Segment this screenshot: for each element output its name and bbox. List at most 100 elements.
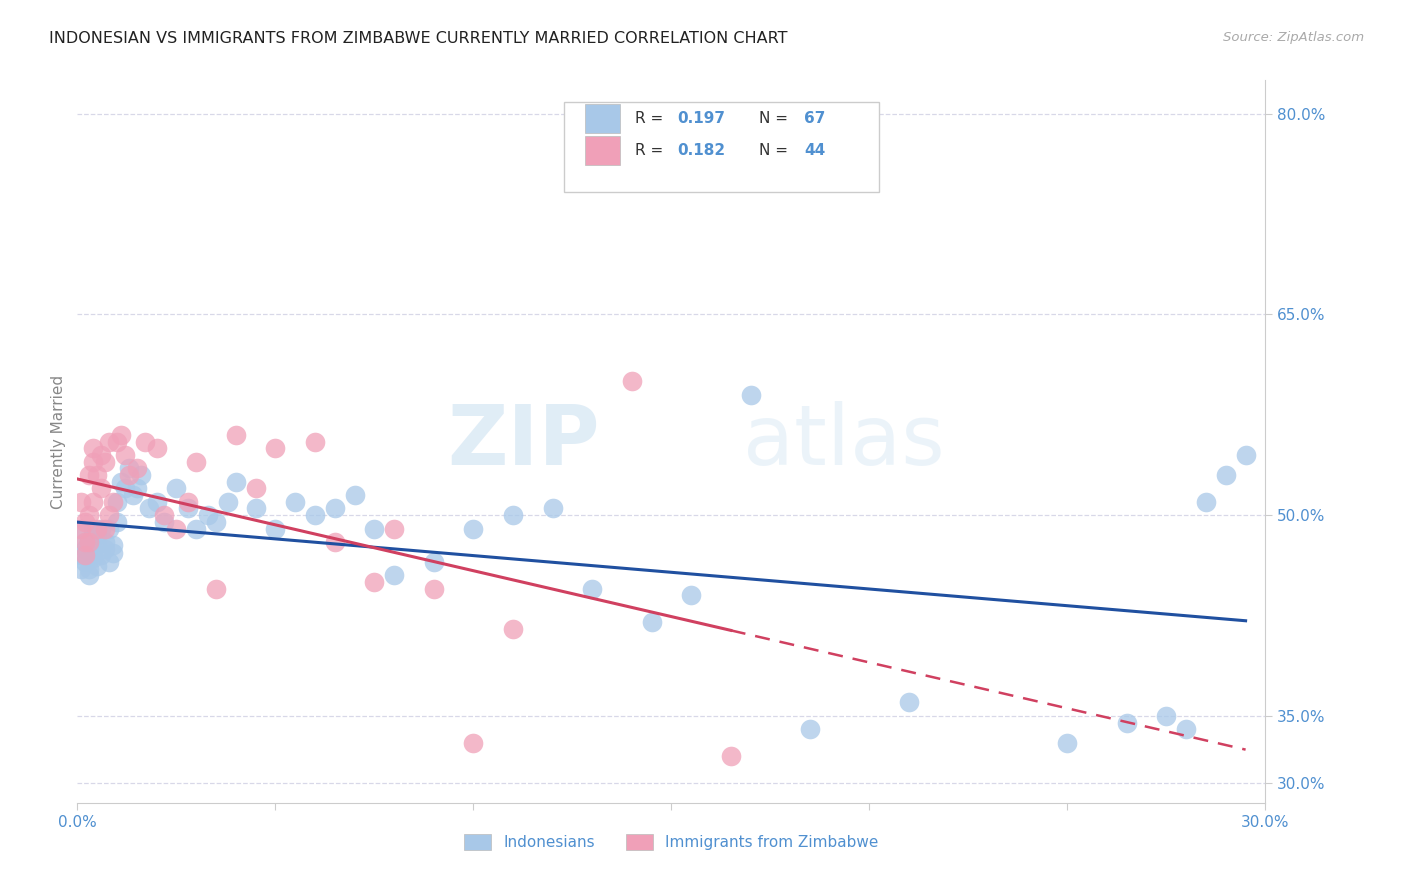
Point <box>264 441 287 455</box>
Point <box>70 521 93 535</box>
Point <box>70 562 93 576</box>
Point <box>125 482 148 496</box>
Point <box>110 427 132 442</box>
Point <box>86 558 108 573</box>
Point <box>1175 723 1198 737</box>
FancyBboxPatch shape <box>564 102 879 193</box>
Point <box>77 534 100 549</box>
Legend: Indonesians, Immigrants from Zimbabwe: Indonesians, Immigrants from Zimbabwe <box>458 829 884 856</box>
Point <box>101 494 124 508</box>
Point <box>98 508 121 523</box>
Point <box>105 434 128 449</box>
Point <box>205 515 228 529</box>
Point <box>153 508 176 523</box>
Text: N =: N = <box>759 143 793 158</box>
Point <box>86 537 108 551</box>
Point <box>284 494 307 508</box>
Point <box>129 467 152 482</box>
Text: 44: 44 <box>804 143 825 158</box>
Text: N =: N = <box>759 112 793 126</box>
Text: ZIP: ZIP <box>447 401 600 482</box>
Point <box>423 555 446 569</box>
Text: atlas: atlas <box>742 401 945 482</box>
Text: Source: ZipAtlas.com: Source: ZipAtlas.com <box>1223 31 1364 45</box>
Point <box>75 534 97 549</box>
Point <box>82 454 104 468</box>
Point <box>799 723 821 737</box>
Point <box>82 441 104 455</box>
Point <box>186 521 208 535</box>
Point <box>1156 708 1178 723</box>
Point <box>323 534 346 549</box>
Point <box>77 562 100 576</box>
Point <box>77 548 100 563</box>
Point <box>94 541 117 556</box>
Point <box>77 534 100 549</box>
Point <box>186 454 208 468</box>
Point <box>304 434 326 449</box>
Text: 0.197: 0.197 <box>678 112 725 126</box>
Bar <box>585 104 620 133</box>
Point <box>75 541 97 556</box>
Point <box>363 574 385 589</box>
Point <box>77 467 100 482</box>
Point <box>145 441 167 455</box>
Point <box>82 546 104 560</box>
Point <box>541 501 564 516</box>
Point <box>620 375 643 389</box>
Point <box>101 546 124 560</box>
Point <box>86 521 108 535</box>
Point <box>98 434 121 449</box>
Text: 67: 67 <box>804 112 825 126</box>
Point <box>75 555 97 569</box>
Point <box>1056 735 1078 749</box>
Point <box>177 501 200 516</box>
Text: R =: R = <box>634 112 668 126</box>
Point <box>197 508 219 523</box>
Point <box>82 521 104 535</box>
Point <box>86 528 108 542</box>
Y-axis label: Currently Married: Currently Married <box>51 375 66 508</box>
Text: 0.182: 0.182 <box>678 143 725 158</box>
Point <box>463 735 485 749</box>
Point <box>82 494 104 508</box>
Point <box>304 508 326 523</box>
Point <box>382 568 405 582</box>
Point <box>70 494 93 508</box>
Point <box>77 508 100 523</box>
Point <box>177 494 200 508</box>
Point <box>225 475 247 489</box>
Point <box>740 387 762 401</box>
Point <box>114 448 136 462</box>
Point <box>90 482 112 496</box>
Point <box>363 521 385 535</box>
Point <box>343 488 366 502</box>
Point <box>118 467 141 482</box>
Point <box>640 615 662 630</box>
Point <box>94 534 117 549</box>
Point <box>581 582 603 596</box>
Point <box>423 582 446 596</box>
Point <box>681 589 703 603</box>
Point <box>153 515 176 529</box>
Point <box>225 427 247 442</box>
Point <box>138 501 160 516</box>
Point <box>1215 467 1237 482</box>
Point <box>75 548 97 563</box>
Point <box>114 482 136 496</box>
Point <box>125 461 148 475</box>
Point <box>382 521 405 535</box>
Point <box>245 501 267 516</box>
Point <box>217 494 239 508</box>
Point <box>110 475 132 489</box>
Point <box>502 622 524 636</box>
Point <box>720 748 742 763</box>
Point <box>898 696 921 710</box>
Bar <box>585 136 620 165</box>
Point <box>105 515 128 529</box>
Point <box>502 508 524 523</box>
Point <box>98 555 121 569</box>
Point <box>1115 715 1137 730</box>
Point <box>118 461 141 475</box>
Point <box>70 521 93 535</box>
